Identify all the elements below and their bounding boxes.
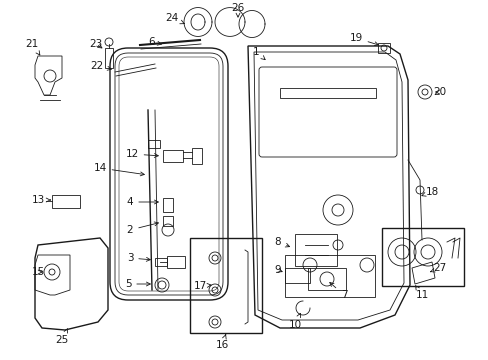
Bar [285,268,309,283]
Text: 4: 4 [126,197,158,207]
Text: 6: 6 [148,37,161,47]
Text: 8: 8 [274,237,289,247]
Text: 13: 13 [31,195,50,205]
Text: 25: 25 [55,329,68,345]
Bar [105,48,113,68]
Text: 20: 20 [432,87,446,97]
Text: 10: 10 [288,313,301,330]
Text: 14: 14 [93,163,144,176]
Bar [377,43,389,53]
Text: 24: 24 [165,13,184,24]
Text: 17: 17 [193,281,211,291]
Text: 21: 21 [25,39,40,55]
Text: 23: 23 [89,39,102,49]
Text: 7: 7 [329,283,346,300]
Text: 12: 12 [125,149,158,159]
Bar [190,238,262,333]
Text: 27: 27 [429,263,446,273]
Text: 11: 11 [414,286,428,300]
Bar [307,268,346,290]
Bar [163,216,173,226]
Bar [148,140,160,148]
Bar [381,228,463,286]
Bar [280,88,375,98]
Text: 9: 9 [274,265,282,275]
Bar [294,234,336,266]
Text: 5: 5 [124,279,150,289]
Text: 16: 16 [215,334,228,350]
Text: 2: 2 [126,222,158,235]
Text: 22: 22 [90,61,111,71]
Bar [163,150,183,162]
Text: 15: 15 [31,267,44,277]
Text: 19: 19 [348,33,378,46]
Text: 1: 1 [252,47,264,60]
Text: 26: 26 [231,3,244,17]
Bar [155,258,167,266]
Bar [167,256,184,268]
Text: 18: 18 [421,187,438,197]
Bar [192,148,202,164]
Bar [285,255,374,297]
Bar [163,198,173,212]
Text: 3: 3 [126,253,150,263]
